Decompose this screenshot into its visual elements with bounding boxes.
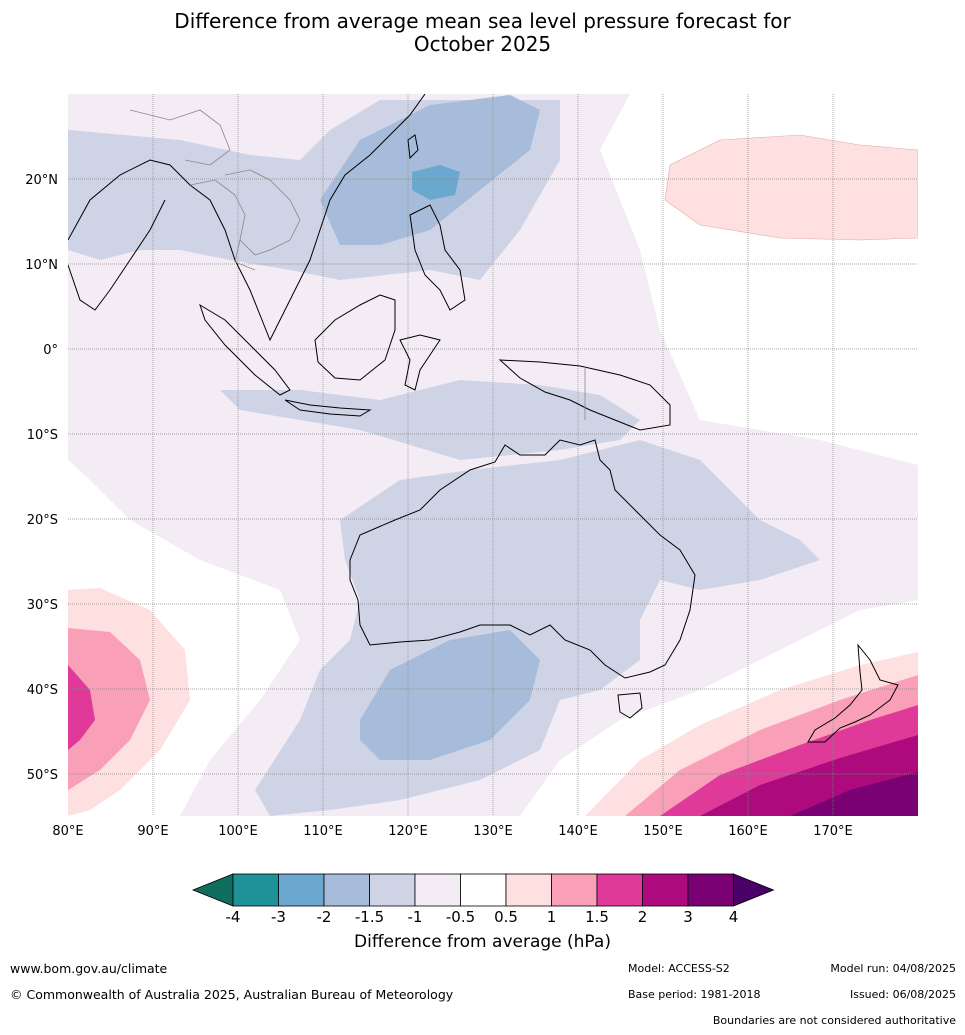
- colorbar-tick-label: 1: [547, 908, 557, 926]
- sulawesi-coast: [399, 334, 441, 391]
- lat-tick: 0°: [43, 343, 58, 358]
- colorbar: -4 -3 -2 -1.5 -1 -0.5 0.5 1 1.5 2 3 4: [191, 873, 775, 926]
- colorbar-swatch: [642, 873, 689, 907]
- boundaries-disclaimer: Boundaries are not considered authoritat…: [712, 1014, 956, 1027]
- contour-minus-1-equator: [220, 380, 640, 460]
- contour-minus-1.5-south: [360, 630, 540, 760]
- copyright-text: © Commonwealth of Australia 2025, Austra…: [10, 987, 454, 1002]
- coastlines: [68, 94, 899, 743]
- lon-tick: 140°E: [558, 824, 598, 839]
- lon-tick: 110°E: [303, 824, 343, 839]
- philippines-coast: [409, 204, 466, 311]
- tasmania-coast: [617, 692, 643, 719]
- contour-plus-1.5-west: [68, 665, 95, 750]
- colorbar-swatch: [278, 873, 325, 907]
- colorbar-tick-label: -2: [317, 908, 332, 926]
- lat-tick: 10°S: [27, 428, 58, 443]
- colorbar-swatch: [551, 873, 598, 907]
- lon-tick: 130°E: [473, 824, 513, 839]
- title-line-2: October 2025: [413, 32, 552, 56]
- colorbar-extend-low: [191, 873, 234, 907]
- contour-plus-3-tasman: [790, 772, 918, 816]
- colorbar-swatch: [687, 873, 734, 907]
- colorbar-tick-label: 2: [638, 908, 648, 926]
- contour-plus-1-west: [68, 628, 150, 790]
- lon-tick: 120°E: [388, 824, 428, 839]
- website-link[interactable]: www.bom.gov.au/climate: [10, 961, 168, 976]
- lon-tick: 170°E: [813, 824, 853, 839]
- map-title: Difference from average mean sea level p…: [0, 10, 965, 56]
- model-run-date: Model run: 04/08/2025: [830, 962, 956, 975]
- colorbar-label: Difference from average (hPa): [354, 932, 611, 952]
- lon-tick: 150°E: [643, 824, 683, 839]
- new-guinea-coast: [498, 359, 671, 431]
- model-name: Model: ACCESS-S2: [628, 962, 730, 975]
- lat-axis: 20°N 10°N 0° 10°S 20°S 30°S 40°S 50°S: [25, 173, 58, 783]
- title-line-1: Difference from average mean sea level p…: [174, 9, 791, 33]
- colorbar-swatch: [232, 873, 279, 907]
- lon-tick: 80°E: [52, 824, 83, 839]
- lon-tick: 160°E: [728, 824, 768, 839]
- borneo-coast: [314, 294, 396, 381]
- colorbar-swatch: [414, 873, 461, 907]
- lat-tick: 20°N: [25, 173, 58, 188]
- base-period: Base period: 1981-2018: [628, 988, 761, 1001]
- colorbar-tick-label: 3: [683, 908, 693, 926]
- colorbar-swatch: [505, 873, 552, 907]
- colorbar-tick-label: -4: [226, 908, 241, 926]
- colorbar-swatch: [323, 873, 370, 907]
- lat-tick: 10°N: [25, 258, 58, 273]
- new-zealand-coast: [807, 643, 899, 743]
- issued-date: Issued: 06/08/2025: [849, 988, 956, 1001]
- contour-plus-0.5-pacific: [664, 134, 918, 241]
- colorbar-swatch: [460, 873, 507, 907]
- taiwan-coast: [407, 134, 419, 160]
- colorbar-swatch: [596, 873, 643, 907]
- sumatra-coast: [199, 303, 291, 396]
- lat-tick: 50°S: [27, 768, 58, 783]
- lon-axis: 80°E 90°E 100°E 110°E 120°E 130°E 140°E …: [52, 824, 852, 839]
- colorbar-tick-label: 0.5: [494, 908, 518, 926]
- colorbar-tick-label: 1.5: [585, 908, 609, 926]
- asia-mainland-coast: [68, 94, 426, 342]
- contour-minus-2: [412, 165, 460, 200]
- india-coast: [68, 199, 166, 311]
- anomaly-field: [68, 94, 918, 816]
- lat-tick: 30°S: [27, 598, 58, 613]
- lat-tick: 40°S: [27, 683, 58, 698]
- country-borders: [129, 109, 586, 420]
- lon-tick: 90°E: [137, 824, 168, 839]
- australia-coast: [349, 439, 696, 679]
- java-coast: [284, 399, 372, 417]
- colorbar-tick-label: -3: [271, 908, 286, 926]
- colorbar-tick-label: -0.5: [446, 908, 475, 926]
- colorbar-tick-label: -1: [408, 908, 423, 926]
- colorbar-tick-label: -1.5: [355, 908, 384, 926]
- colorbar-extend-high: [733, 873, 775, 907]
- lat-tick: 20°S: [27, 513, 58, 528]
- lon-tick: 100°E: [218, 824, 258, 839]
- gridlines: [68, 94, 918, 816]
- colorbar-tick-label: 4: [729, 908, 739, 926]
- colorbar-swatch: [369, 873, 416, 907]
